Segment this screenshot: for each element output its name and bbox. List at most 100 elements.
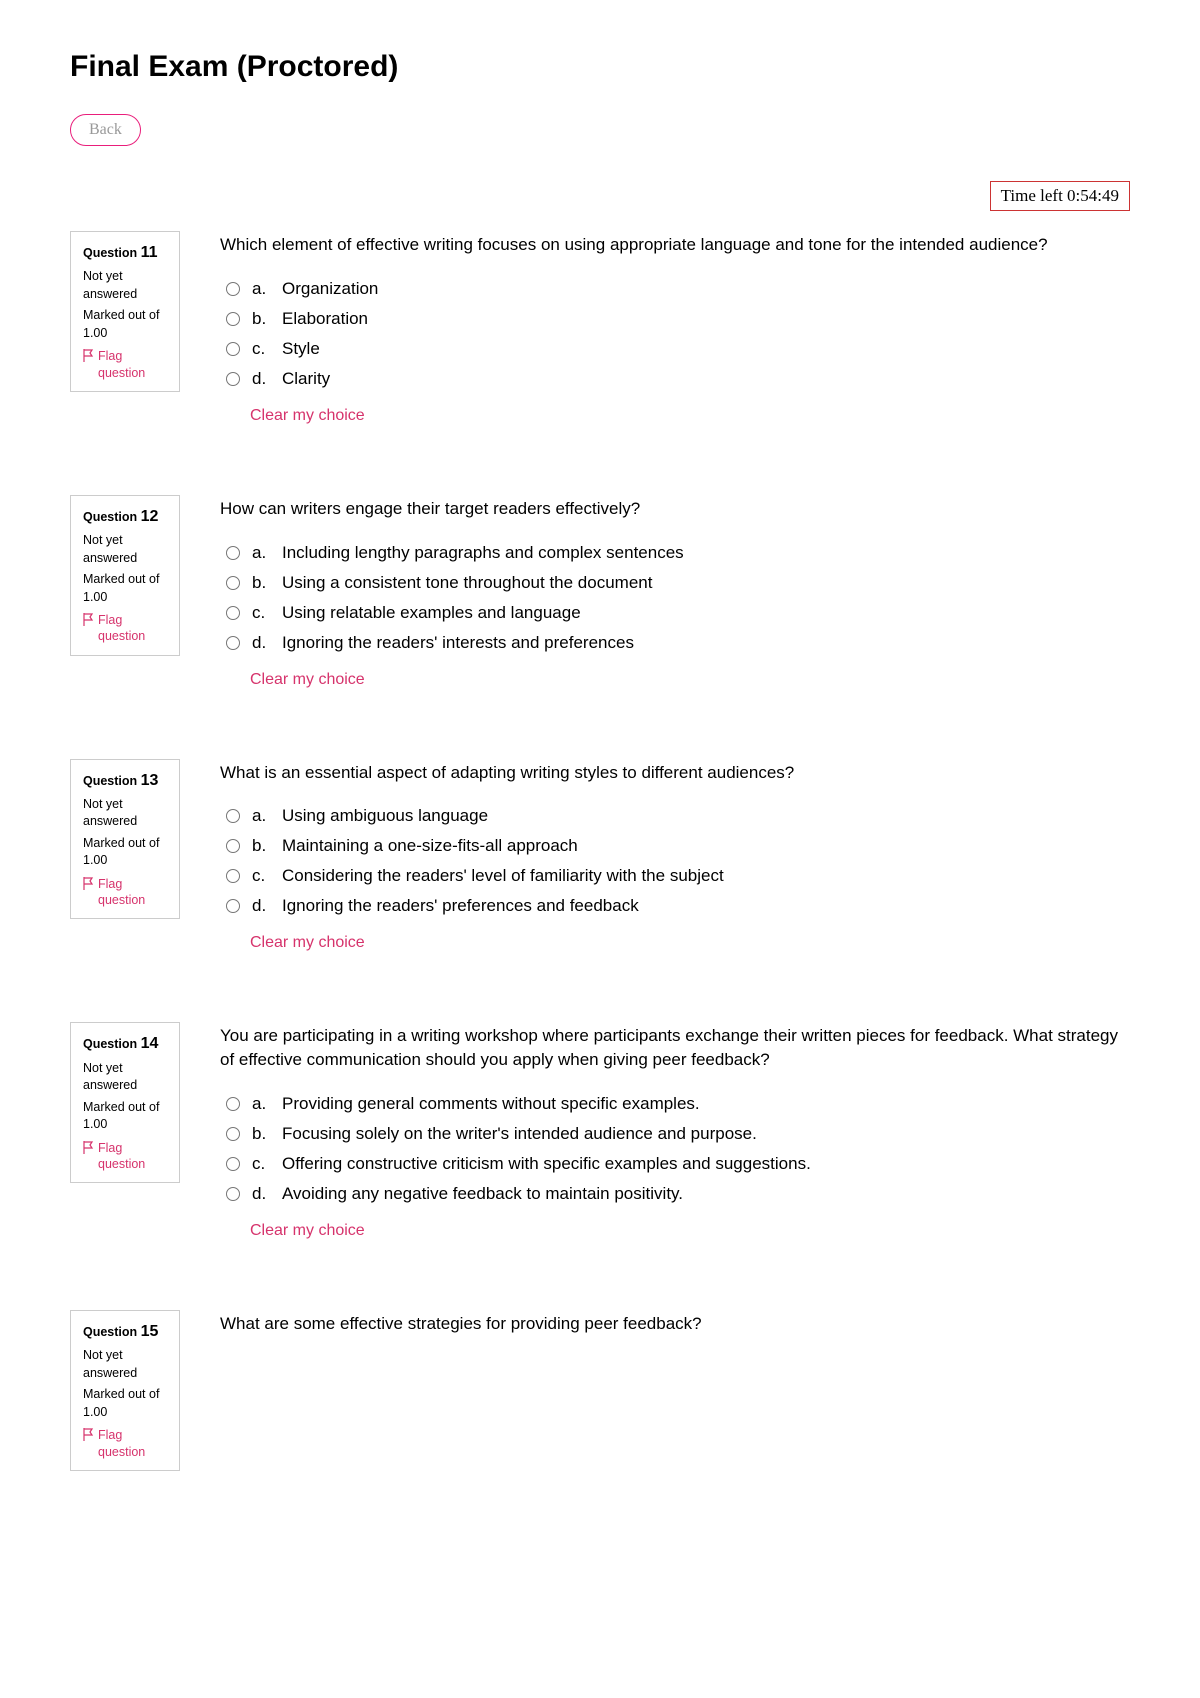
question-label: Question (83, 774, 141, 788)
option-letter: d. (252, 896, 270, 916)
option-row[interactable]: a. Including lengthy paragraphs and compl… (226, 543, 1130, 563)
question-block: Question 13Not yet answeredMarked out of… (70, 759, 1130, 953)
back-button[interactable]: Back (70, 114, 141, 146)
option-letter: b. (252, 1124, 270, 1144)
option-row[interactable]: c. Style (226, 339, 1130, 359)
option-row[interactable]: b.Maintaining a one-size-fits-all approa… (226, 836, 1130, 856)
option-row[interactable]: c. Offering constructive criticism with s… (226, 1154, 1130, 1174)
option-letter: c. (252, 339, 270, 359)
option-letter: a. (252, 1094, 270, 1114)
flag-question-link[interactable]: Flag question (83, 1140, 167, 1173)
time-left-badge: Time left 0:54:49 (990, 181, 1130, 211)
flag-question-link[interactable]: Flag question (83, 876, 167, 909)
question-block: Question 15Not yet answeredMarked out of… (70, 1310, 1130, 1471)
option-radio[interactable] (226, 636, 240, 650)
question-number: 12 (141, 508, 159, 525)
flag-question-text: Flag question (98, 612, 167, 645)
flag-question-link[interactable]: Flag question (83, 612, 167, 645)
options-list: a.Organization b.Elaboration c. Style d.Clar… (226, 279, 1130, 389)
option-radio[interactable] (226, 1097, 240, 1111)
option-letter: b. (252, 836, 270, 856)
option-radio[interactable] (226, 576, 240, 590)
option-row[interactable]: d.Ignoring the readers' preferences and … (226, 896, 1130, 916)
option-radio[interactable] (226, 869, 240, 883)
option-text: Avoiding any negative feedback to mainta… (282, 1184, 683, 1204)
option-radio[interactable] (226, 1187, 240, 1201)
question-text: What is an essential aspect of adapting … (220, 761, 1130, 785)
option-letter: d. (252, 369, 270, 389)
question-text: How can writers engage their target read… (220, 497, 1130, 521)
flag-question-text: Flag question (98, 348, 167, 381)
question-label: Question (83, 246, 141, 260)
options-list: a.Using ambiguous language b.Maintaining … (226, 806, 1130, 916)
question-content: How can writers engage their target read… (220, 495, 1130, 689)
option-row[interactable]: a.Using ambiguous language (226, 806, 1130, 826)
option-text: Offering constructive criticism with spe… (282, 1154, 811, 1174)
option-letter: b. (252, 573, 270, 593)
question-content: You are participating in a writing works… (220, 1022, 1130, 1240)
clear-choice-link[interactable]: Clear my choice (250, 1222, 1130, 1240)
option-row[interactable]: b.Focusing solely on the writer's intend… (226, 1124, 1130, 1144)
clear-choice-link[interactable]: Clear my choice (250, 934, 1130, 952)
question-number: 13 (141, 772, 159, 789)
question-info-box: Question 11Not yet answeredMarked out of… (70, 231, 180, 392)
flag-question-text: Flag question (98, 876, 167, 909)
question-info-box: Question 14Not yet answeredMarked out of… (70, 1022, 180, 1183)
option-row[interactable]: d.Clarity (226, 369, 1130, 389)
question-text: You are participating in a writing works… (220, 1024, 1130, 1072)
question-label: Question (83, 1325, 141, 1339)
option-row[interactable]: d.Avoiding any negative feedback to main… (226, 1184, 1130, 1204)
option-radio[interactable] (226, 372, 240, 386)
question-content: What are some effective strategies for p… (220, 1310, 1130, 1358)
flag-icon (83, 877, 94, 890)
clear-choice-link[interactable]: Clear my choice (250, 671, 1130, 689)
option-row[interactable]: c.Using relatable examples and language (226, 603, 1130, 623)
question-marks: Marked out of 1.00 (83, 571, 167, 606)
flag-question-link[interactable]: Flag question (83, 348, 167, 381)
option-letter: a. (252, 279, 270, 299)
option-radio[interactable] (226, 282, 240, 296)
question-status: Not yet answered (83, 532, 167, 567)
flag-question-link[interactable]: Flag question (83, 1427, 167, 1460)
question-status: Not yet answered (83, 796, 167, 831)
option-letter: b. (252, 309, 270, 329)
option-text: Using a consistent tone throughout the d… (282, 573, 652, 593)
question-marks: Marked out of 1.00 (83, 307, 167, 342)
option-radio[interactable] (226, 606, 240, 620)
option-row[interactable]: a.Providing general comments without spe… (226, 1094, 1130, 1114)
option-row[interactable]: c.Considering the readers' level of fami… (226, 866, 1130, 886)
option-radio[interactable] (226, 312, 240, 326)
question-content: Which element of effective writing focus… (220, 231, 1130, 425)
clear-choice-link[interactable]: Clear my choice (250, 407, 1130, 425)
option-text: Including lengthy paragraphs and complex… (282, 543, 684, 563)
question-marks: Marked out of 1.00 (83, 1099, 167, 1134)
option-row[interactable]: d.Ignoring the readers' interests and pr… (226, 633, 1130, 653)
flag-icon (83, 1141, 94, 1154)
option-radio[interactable] (226, 1127, 240, 1141)
options-list: a. Including lengthy paragraphs and compl… (226, 543, 1130, 653)
page-title: Final Exam (Proctored) (70, 50, 1130, 84)
question-marks: Marked out of 1.00 (83, 1386, 167, 1421)
option-radio[interactable] (226, 342, 240, 356)
option-letter: a. (252, 543, 270, 563)
option-letter: c. (252, 1154, 270, 1174)
option-text: Style (282, 339, 320, 359)
option-row[interactable]: a.Organization (226, 279, 1130, 299)
option-letter: c. (252, 603, 270, 623)
option-letter: d. (252, 633, 270, 653)
question-block: Question 14Not yet answeredMarked out of… (70, 1022, 1130, 1240)
option-radio[interactable] (226, 1157, 240, 1171)
option-radio[interactable] (226, 839, 240, 853)
flag-icon (83, 349, 94, 362)
option-radio[interactable] (226, 546, 240, 560)
option-radio[interactable] (226, 899, 240, 913)
option-radio[interactable] (226, 809, 240, 823)
question-block: Question 11Not yet answeredMarked out of… (70, 231, 1130, 425)
question-info-box: Question 13Not yet answeredMarked out of… (70, 759, 180, 920)
question-number: 14 (141, 1035, 159, 1052)
option-row[interactable]: b. Using a consistent tone throughout the… (226, 573, 1130, 593)
flag-icon (83, 1428, 94, 1441)
option-row[interactable]: b.Elaboration (226, 309, 1130, 329)
question-number: 15 (141, 1323, 159, 1340)
question-info-box: Question 15Not yet answeredMarked out of… (70, 1310, 180, 1471)
